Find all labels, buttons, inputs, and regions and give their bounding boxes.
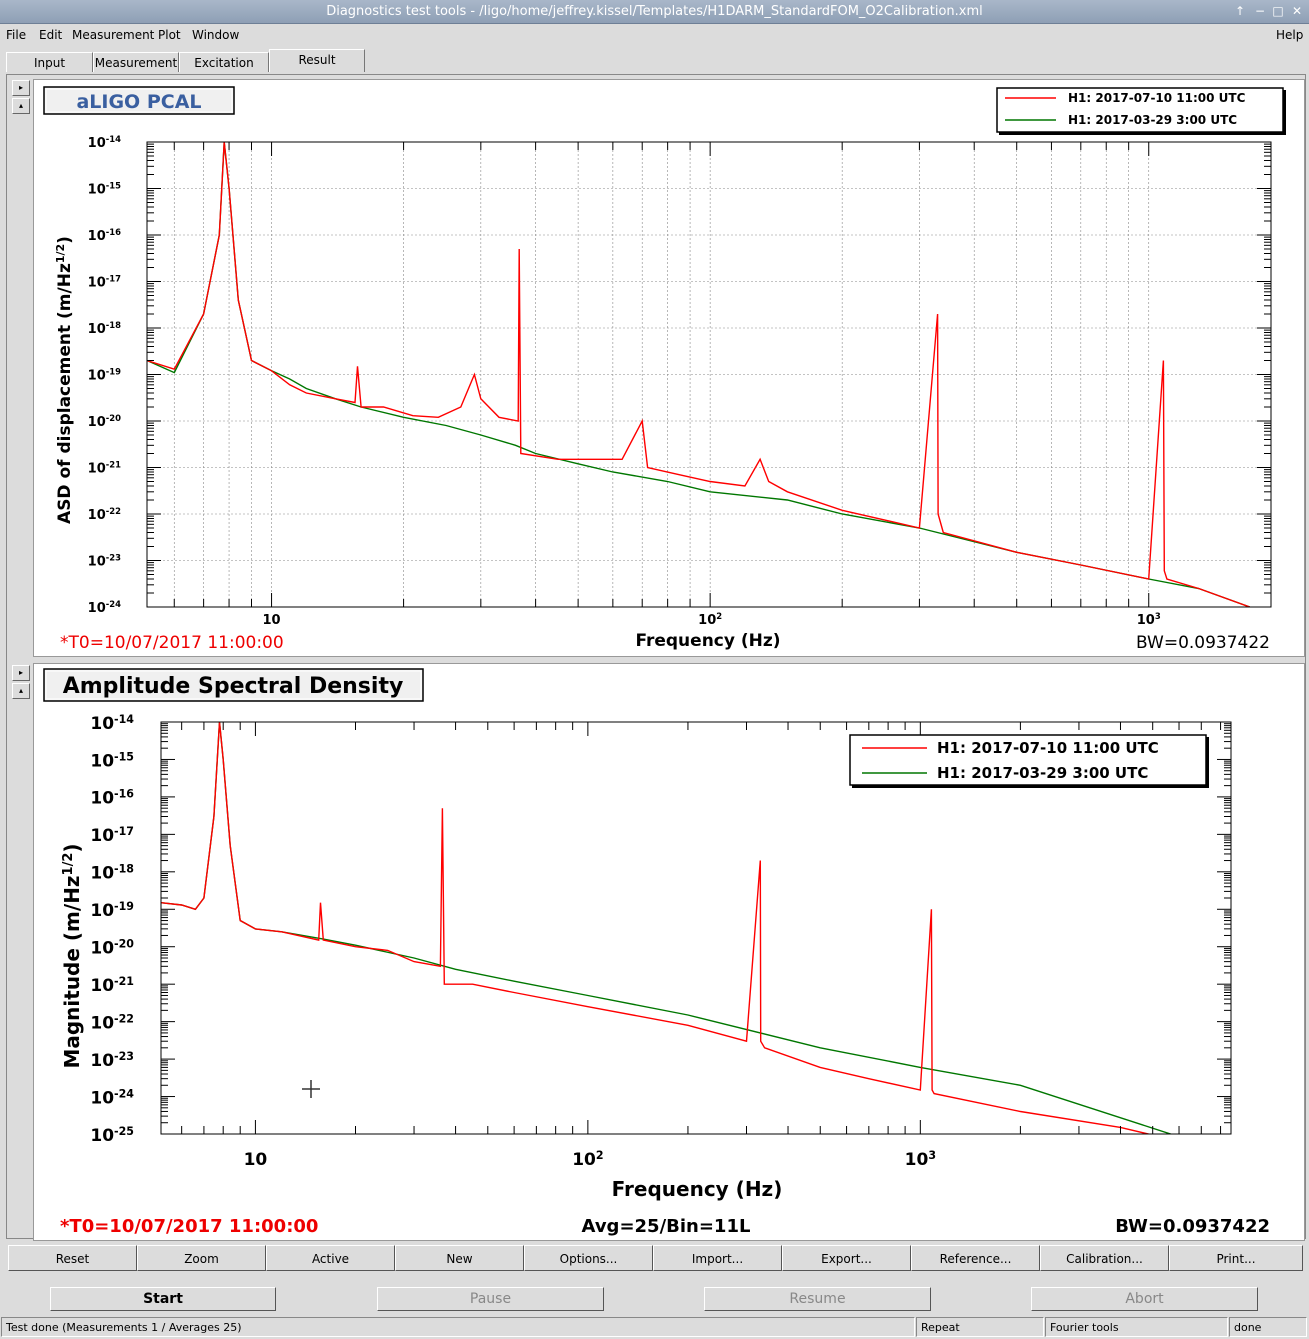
plot-1-ytick-label: 10-15 xyxy=(88,181,121,198)
plot-2-ytick-label: 10-22 xyxy=(90,1012,134,1034)
plot-2-ylabel: Magnitude (m/Hz1/2) xyxy=(60,843,84,1068)
plot-1-title-box xyxy=(43,86,235,115)
plot-1-xlabel: Frequency (Hz) xyxy=(635,631,780,651)
plot-2-ytick-label: 10-17 xyxy=(90,825,134,847)
plot-2-series-red xyxy=(161,722,1152,1134)
import-button[interactable]: Import... xyxy=(653,1245,782,1271)
menu-edit[interactable]: Edit xyxy=(39,28,63,42)
plot-1-ytick-label: 10-17 xyxy=(88,274,121,291)
plot-1-legend: H1: 2017-07-10 11:00 UTC H1: 2017-03-29 … xyxy=(996,87,1286,135)
plot-2-xtick-label: 103 xyxy=(905,1149,936,1171)
plot-1-ytick-label: 10-18 xyxy=(88,320,121,337)
tab-measurement[interactable]: Measurement xyxy=(93,52,179,72)
plot-1-xtick-label: 10 xyxy=(263,613,281,628)
window-maximize-button[interactable]: □ xyxy=(1272,4,1284,18)
plot-1-xtick-label: 102 xyxy=(698,611,722,628)
plot-1-ytick-label: 10-23 xyxy=(88,553,121,570)
tab-result[interactable]: Result xyxy=(269,49,365,72)
plot-1-xtick-label: 103 xyxy=(1137,611,1161,628)
print-button[interactable]: Print... xyxy=(1169,1245,1303,1271)
plot-1-ytick-label: 10-16 xyxy=(88,227,121,244)
export-button[interactable]: Export... xyxy=(782,1245,911,1271)
plot-2-xlabel: Frequency (Hz) xyxy=(612,1177,783,1201)
start-button[interactable]: Start xyxy=(50,1287,276,1311)
plot-1-ytick-label: 10-20 xyxy=(88,413,121,430)
plot-2-bw: BW=0.0937422 xyxy=(1115,1216,1270,1237)
plot-1-series-red xyxy=(147,142,1251,607)
plot-2-avg: Avg=25/Bin=11L xyxy=(582,1216,751,1237)
window-minimize-button[interactable]: − xyxy=(1254,4,1266,18)
plot-1-ytick-label: 10-22 xyxy=(88,506,121,523)
plot-1-t0: *T0=10/07/2017 11:00:00 xyxy=(60,633,284,653)
plot-1-ylabel: ASD of displacement (m/Hz1/2) xyxy=(54,236,76,524)
plot-1-bw: BW=0.0937422 xyxy=(1136,633,1270,653)
plot-2-ytick-label: 10-15 xyxy=(90,750,134,772)
menu-measurement[interactable]: Measurement xyxy=(72,28,155,42)
tab-excitation[interactable]: Excitation xyxy=(179,52,269,72)
plot-2-xtick-label: 102 xyxy=(572,1149,603,1171)
window-shade-button[interactable]: ↑ xyxy=(1234,4,1246,18)
pad1-up-button[interactable]: ▸ xyxy=(12,80,30,96)
plot-2-svg[interactable]: Amplitude Spectral Density 10 102 103 10-14… xyxy=(34,664,1304,1240)
status-repeat: Repeat xyxy=(916,1317,1044,1337)
plot-button-bar: Reset Zoom Active New Options... Import.… xyxy=(8,1245,1303,1271)
plot-1-ytick-label: 10-21 xyxy=(88,460,121,477)
menu-plot[interactable]: Plot xyxy=(158,28,181,42)
plot-2-title: Amplitude Spectral Density xyxy=(63,674,404,699)
status-state: done xyxy=(1229,1317,1307,1337)
tab-bar: Input Measurement Excitation Result xyxy=(6,49,1306,74)
menu-window[interactable]: Window xyxy=(192,28,240,42)
legend-2-entry-2: H1: 2017-03-29 3:00 UTC xyxy=(937,764,1148,782)
plot-2-ytick-label: 10-18 xyxy=(90,862,134,884)
crosshair-cursor-icon xyxy=(302,1080,320,1098)
status-fourier: Fourier tools xyxy=(1045,1317,1228,1337)
pause-button[interactable]: Pause xyxy=(377,1287,604,1311)
active-button[interactable]: Active xyxy=(266,1245,395,1271)
status-message: Test done (Measurements 1 / Averages 25) xyxy=(1,1317,915,1337)
reset-button[interactable]: Reset xyxy=(8,1245,137,1271)
window-title: Diagnostics test tools - /ligo/home/jeff… xyxy=(326,4,983,19)
new-button[interactable]: New xyxy=(395,1245,524,1271)
plot-pad-1: aLIGO PCAL 10 102 103 10-14 10-15 10-16 10-17 1… xyxy=(33,79,1305,657)
menu-file[interactable]: File xyxy=(6,28,27,42)
resume-button[interactable]: Resume xyxy=(704,1287,931,1311)
pad2-down-button[interactable]: ▴ xyxy=(12,683,30,699)
plot-2-ytick-label: 10-14 xyxy=(90,712,134,734)
pad2-up-button[interactable]: ▸ xyxy=(12,665,30,681)
plot-1-grid xyxy=(147,141,1271,608)
tab-input[interactable]: Input xyxy=(6,52,93,72)
legend-1-entry-1: H1: 2017-07-10 11:00 UTC xyxy=(1068,91,1246,105)
legend-2-entry-1: H1: 2017-07-10 11:00 UTC xyxy=(937,739,1159,757)
plot-2-legend: H1: 2017-07-10 11:00 UTC H1: 2017-03-29 … xyxy=(849,734,1209,788)
plot-2-t0: *T0=10/07/2017 11:00:00 xyxy=(60,1216,318,1237)
plot-2-ytick-label: 10-25 xyxy=(90,1124,134,1146)
plot-1-ytick-label: 10-19 xyxy=(88,367,121,384)
abort-button[interactable]: Abort xyxy=(1031,1287,1258,1311)
plot-1-ytick-label: 10-14 xyxy=(88,134,121,151)
window-titlebar: Diagnostics test tools - /ligo/home/jeff… xyxy=(0,0,1309,24)
plot-2-ytick-label: 10-23 xyxy=(90,1049,134,1071)
zoom-button[interactable]: Zoom xyxy=(137,1245,266,1271)
status-bar: Test done (Measurements 1 / Averages 25)… xyxy=(0,1317,1309,1337)
window-close-button[interactable]: ✕ xyxy=(1291,4,1303,18)
plot-1-ytick-label: 10-24 xyxy=(88,599,121,616)
calibration-button[interactable]: Calibration... xyxy=(1040,1245,1169,1271)
plot-2-axes-frame xyxy=(160,721,1232,1135)
plot-2-xtick-label: 10 xyxy=(244,1150,268,1170)
plot-1-title: aLIGO PCAL xyxy=(76,91,201,113)
plot-1-svg[interactable]: aLIGO PCAL 10 102 103 10-14 10-15 10-16 10-17 1… xyxy=(34,80,1304,656)
menu-bar: File Edit Measurement Plot Window Help xyxy=(0,25,1309,47)
legend-1-entry-2: H1: 2017-03-29 3:00 UTC xyxy=(1068,113,1237,127)
reference-button[interactable]: Reference... xyxy=(911,1245,1040,1271)
plot-2-ytick-label: 10-19 xyxy=(90,900,134,922)
pad1-down-button[interactable]: ▴ xyxy=(12,98,30,114)
plot-pad-2: Amplitude Spectral Density 10 102 103 10-14… xyxy=(33,663,1305,1241)
plot-2-title-box xyxy=(43,668,424,702)
menu-help[interactable]: Help xyxy=(1276,28,1304,42)
plot-2-ytick-label: 10-16 xyxy=(90,787,134,809)
options-button[interactable]: Options... xyxy=(524,1245,653,1271)
plot-2-ytick-label: 10-21 xyxy=(90,974,134,996)
plot-2-ytick-label: 10-24 xyxy=(90,1087,134,1109)
plot-2-ytick-label: 10-20 xyxy=(90,937,134,959)
